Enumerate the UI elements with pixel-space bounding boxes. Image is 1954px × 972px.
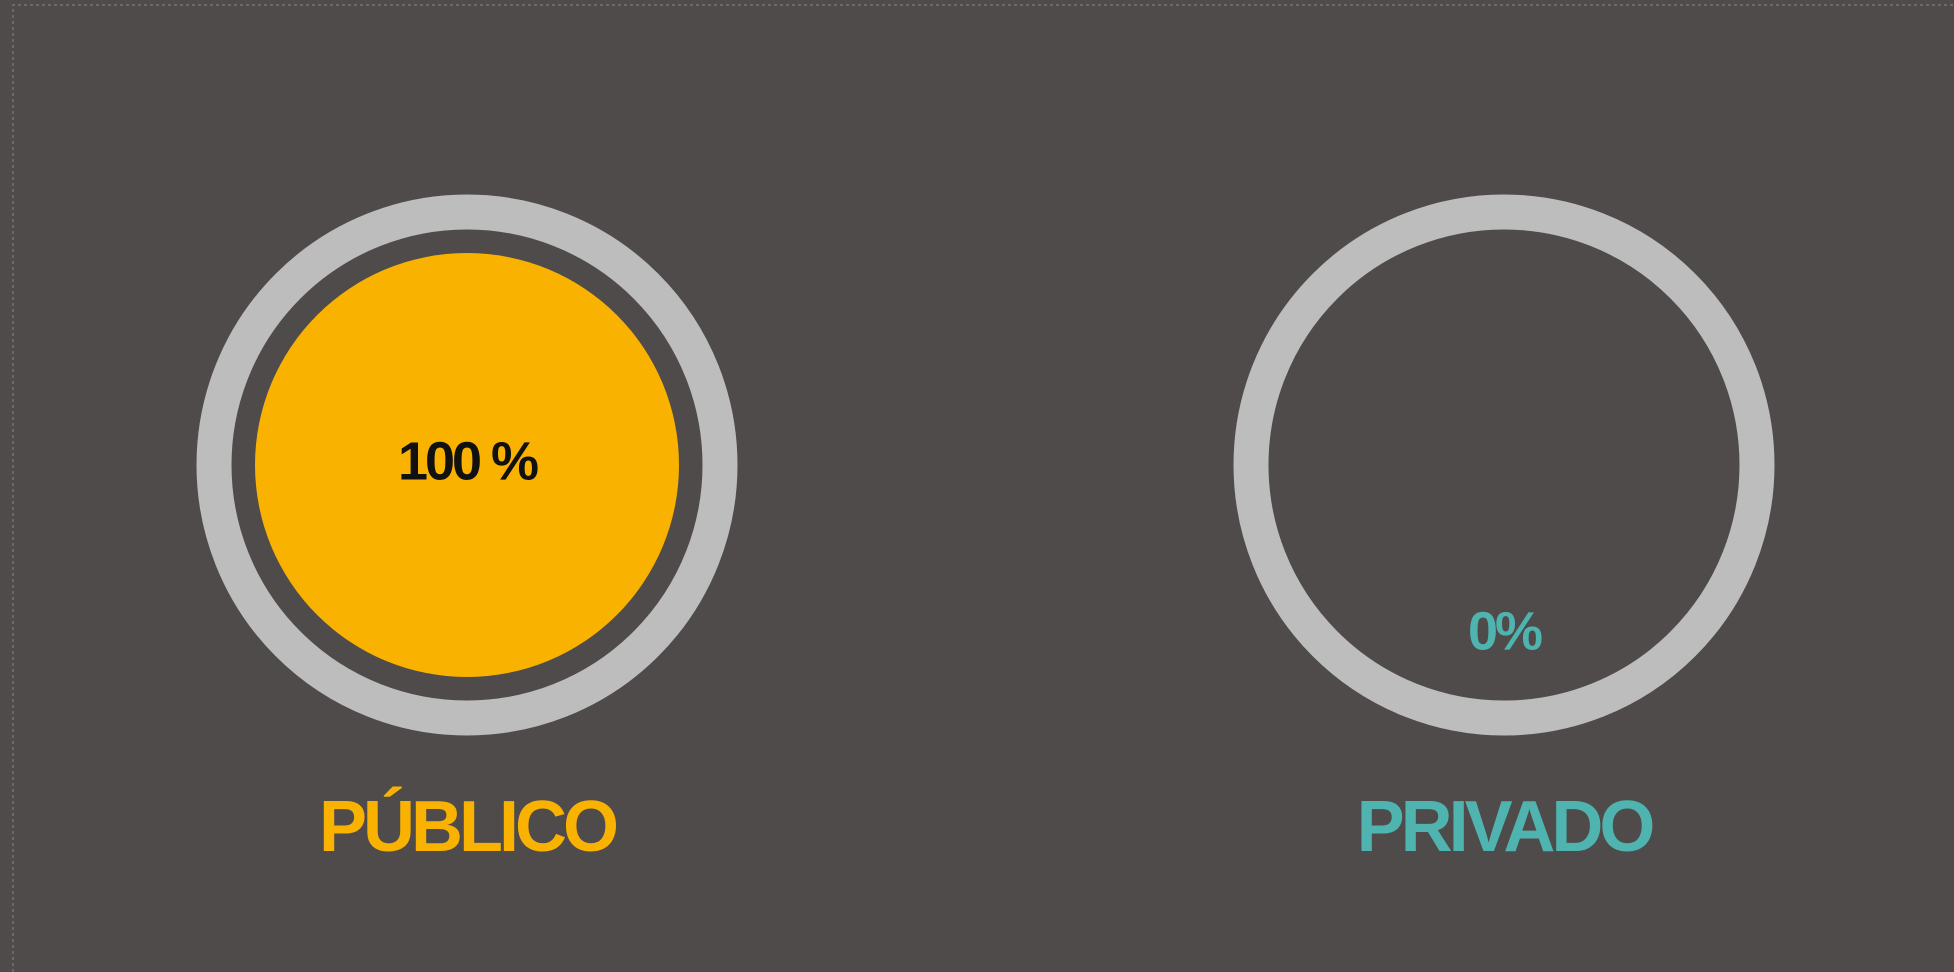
value-label: 0% [1468, 601, 1542, 661]
gauge-ring [196, 194, 738, 736]
frame [12, 4, 1954, 972]
gauge-fill [255, 253, 679, 677]
gauge-ring [1233, 194, 1775, 736]
value-label: 100 % [398, 431, 538, 491]
category-label: PÚBLICO [319, 786, 616, 867]
category-label: PRIVADO [1357, 787, 1653, 867]
